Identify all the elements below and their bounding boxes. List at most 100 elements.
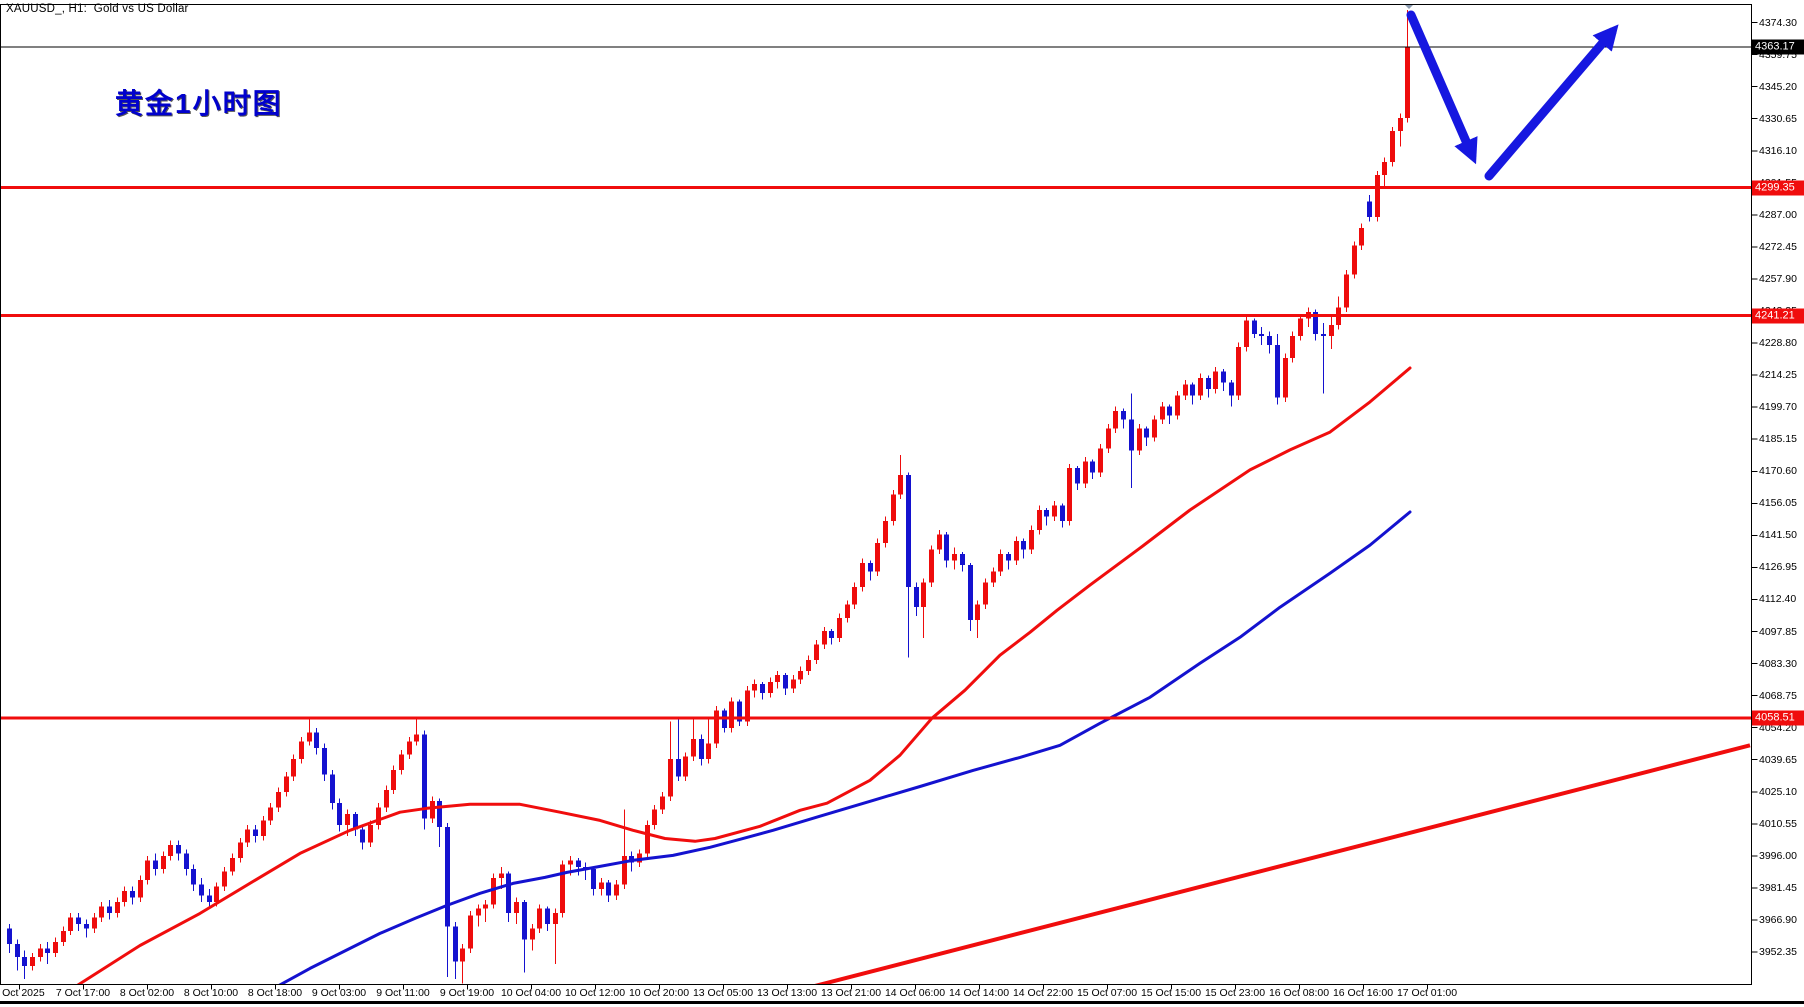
- candle: [591, 866, 596, 896]
- candle: [1152, 415, 1157, 442]
- candle: [245, 825, 250, 848]
- candle: [791, 675, 796, 693]
- price-tick-label: 4214.25: [1759, 369, 1797, 382]
- candle: [145, 855, 150, 885]
- price-tick-label: 4185.15: [1759, 433, 1797, 446]
- time-tick-label: 10 Oct 12:00: [564, 987, 626, 999]
- candle: [968, 562, 973, 632]
- candle: [991, 567, 996, 588]
- candle: [891, 490, 896, 526]
- candle: [30, 952, 35, 971]
- candle: [468, 910, 473, 953]
- candle: [22, 950, 27, 980]
- time-tick-label: 15 Oct 07:00: [1076, 987, 1138, 999]
- candle: [921, 578, 926, 638]
- candle: [360, 825, 365, 850]
- plot-border: [0, 4, 1752, 985]
- candle: [483, 899, 488, 922]
- candle: [476, 904, 481, 927]
- candle: [1052, 501, 1057, 522]
- candle: [583, 862, 588, 881]
- candle: [599, 877, 604, 896]
- candle: [84, 919, 89, 938]
- price-tick-label: 4083.30: [1759, 657, 1797, 670]
- candle: [268, 802, 273, 826]
- candle: [238, 838, 243, 863]
- time-tick-label: 13 Oct 21:00: [820, 987, 882, 999]
- forecast-arrow-up[interactable]: [1484, 24, 1619, 181]
- price-tick-label: 4010.55: [1759, 817, 1797, 830]
- price-tick-label: 4199.70: [1759, 401, 1797, 414]
- slow-ma-blue: [277, 510, 1412, 985]
- price-tick-label: 3981.45: [1759, 881, 1797, 894]
- candle: [783, 673, 788, 696]
- candle: [1252, 318, 1257, 339]
- candle: [975, 600, 980, 638]
- candle: [1029, 525, 1034, 555]
- candle: [983, 578, 988, 610]
- candle: [798, 666, 803, 685]
- plot-content: [0, 0, 1752, 1007]
- candle: [699, 734, 704, 766]
- time-tick-label: 14 Oct 06:00: [884, 987, 946, 999]
- candle: [168, 840, 173, 861]
- candle: [1006, 551, 1011, 570]
- candle: [191, 864, 196, 892]
- candle: [68, 913, 73, 936]
- candle: [1221, 369, 1226, 392]
- candle: [460, 943, 465, 984]
- candle: [998, 549, 1003, 577]
- candle: [522, 899, 527, 973]
- price-tick-label: 3952.35: [1759, 946, 1797, 958]
- candle: [768, 677, 773, 698]
- candle: [929, 545, 934, 588]
- candle: [1321, 322, 1326, 394]
- candle: [1329, 316, 1334, 350]
- candle: [176, 840, 181, 861]
- candle: [130, 886, 135, 905]
- candlestick-series: [7, 10, 1410, 984]
- forecast-arrow-down[interactable]: [1406, 10, 1478, 165]
- candle: [376, 802, 381, 830]
- candle: [814, 639, 819, 665]
- candle: [107, 899, 112, 920]
- candle: [806, 655, 811, 676]
- candle: [898, 454, 903, 500]
- candle: [1190, 382, 1195, 405]
- arrow-anchor-diamond[interactable]: [1403, 0, 1415, 9]
- time-tick-label: 13 Oct 13:00: [756, 987, 818, 999]
- candle: [1367, 195, 1372, 222]
- candle: [683, 752, 688, 781]
- hline-price-tag: 4299.35: [1752, 180, 1804, 196]
- candle: [1021, 538, 1026, 559]
- candle: [115, 897, 120, 918]
- candle: [706, 719, 711, 764]
- gold-1h-text-object[interactable]: 黄金1小时图: [115, 88, 283, 119]
- candle: [1236, 342, 1241, 400]
- candle: [1405, 10, 1410, 123]
- candle: [1244, 316, 1249, 352]
- candle: [914, 582, 919, 616]
- candle: [1160, 402, 1165, 425]
- candle: [622, 809, 627, 889]
- candle: [1290, 331, 1295, 363]
- candle: [1375, 170, 1380, 222]
- candle: [430, 796, 435, 823]
- price-tick-label: 4097.85: [1759, 625, 1797, 638]
- candle: [384, 785, 389, 812]
- candle: [99, 902, 104, 922]
- candle: [952, 547, 957, 570]
- candle: [1075, 465, 1080, 491]
- candle: [852, 582, 857, 610]
- candle: [829, 628, 834, 645]
- time-tick-label: 9 Oct 19:00: [439, 987, 495, 999]
- candle: [745, 686, 750, 726]
- candle: [184, 849, 189, 876]
- time-tick-label: 8 Oct 10:00: [183, 987, 239, 999]
- candle: [453, 921, 458, 980]
- candle: [1037, 505, 1042, 535]
- candle: [138, 875, 143, 903]
- support-trendline[interactable]: [700, 743, 1751, 1007]
- candle: [1229, 380, 1234, 407]
